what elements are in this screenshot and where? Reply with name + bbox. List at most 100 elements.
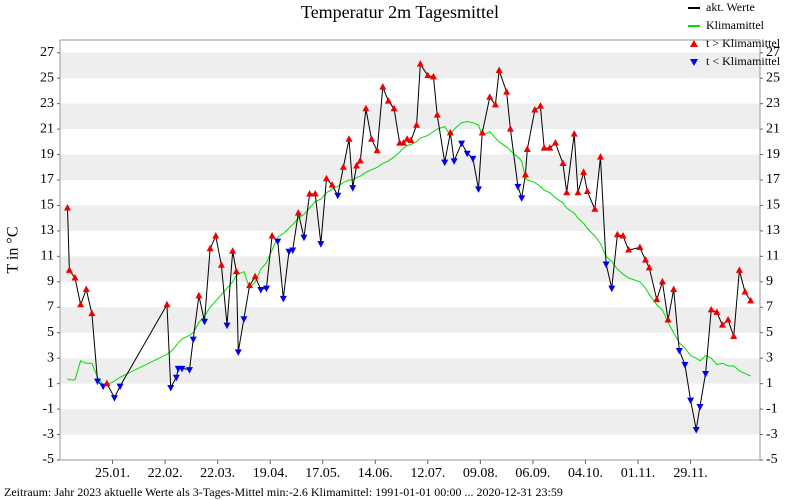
y2-tick-label: 9 bbox=[766, 274, 773, 289]
y2-tick-label: 5 bbox=[766, 325, 773, 340]
marker-above bbox=[403, 135, 411, 142]
legend-swatch bbox=[690, 59, 698, 66]
marker-below bbox=[469, 155, 477, 163]
marker-above bbox=[591, 205, 599, 212]
marker-below bbox=[167, 384, 175, 392]
marker-above bbox=[217, 261, 225, 268]
marker-below bbox=[94, 378, 102, 386]
marker-above bbox=[636, 243, 644, 250]
x-tick-label: 01.11. bbox=[621, 466, 655, 481]
marker-below bbox=[257, 286, 265, 294]
marker-above bbox=[368, 135, 376, 142]
marker-above bbox=[658, 277, 666, 285]
y-tick-label: 17 bbox=[40, 172, 54, 187]
marker-below bbox=[514, 183, 522, 191]
y2-tick-label: -1 bbox=[766, 401, 778, 416]
marker-above bbox=[268, 232, 276, 239]
marker-below bbox=[172, 374, 180, 382]
marker-above bbox=[379, 83, 387, 90]
y2-tick-label: 3 bbox=[766, 350, 773, 365]
y2-tick-label: 17 bbox=[766, 172, 780, 187]
y-tick-label: 19 bbox=[40, 147, 54, 162]
y2-tick-label: -5 bbox=[766, 452, 778, 467]
marker-above bbox=[195, 291, 203, 299]
marker-below bbox=[262, 285, 270, 293]
y-tick-label: 23 bbox=[40, 96, 54, 111]
y-tick-label: 13 bbox=[40, 223, 54, 238]
marker-above bbox=[718, 321, 726, 328]
marker-below bbox=[116, 383, 124, 391]
x-tick-label: 17.05. bbox=[305, 466, 340, 481]
legend-label: Klimamittel bbox=[706, 18, 765, 32]
marker-below bbox=[279, 295, 287, 303]
marker-above bbox=[294, 209, 302, 216]
x-tick-label: 22.03. bbox=[200, 466, 235, 481]
marker-above bbox=[251, 272, 259, 280]
marker-above bbox=[491, 100, 499, 108]
y-tick-label: 21 bbox=[40, 121, 54, 136]
marker-above bbox=[642, 256, 650, 263]
marker-below bbox=[463, 150, 471, 158]
climate-line bbox=[67, 120, 751, 386]
marker-below bbox=[474, 186, 482, 193]
y2-tick-label: 19 bbox=[766, 147, 780, 162]
x-tick-label: 14.06. bbox=[358, 466, 393, 481]
marker-above bbox=[521, 170, 529, 178]
marker-below bbox=[702, 370, 710, 378]
marker-above bbox=[399, 139, 407, 146]
y2-tick-label: 25 bbox=[766, 70, 780, 85]
marker-above bbox=[345, 135, 353, 142]
x-tick-label: 22.02. bbox=[148, 466, 183, 481]
marker-above bbox=[71, 274, 79, 281]
legend-swatch bbox=[690, 40, 698, 47]
marker-above bbox=[503, 88, 511, 95]
marker-above bbox=[596, 153, 604, 160]
marker-above bbox=[306, 190, 314, 197]
marker-above bbox=[625, 246, 633, 253]
marker-above bbox=[531, 106, 539, 113]
marker-below bbox=[349, 185, 357, 192]
marker-above bbox=[322, 174, 330, 182]
marker-above bbox=[163, 300, 171, 308]
x-tick-label: 12.07. bbox=[410, 466, 445, 481]
marker-above bbox=[373, 146, 381, 154]
marker-above bbox=[82, 285, 90, 292]
x-tick-label: 04.10. bbox=[568, 466, 603, 481]
grid-band bbox=[60, 205, 760, 231]
y2-tick-label: 21 bbox=[766, 121, 780, 136]
marker-above bbox=[495, 66, 503, 74]
marker-below bbox=[675, 348, 683, 355]
y2-tick-label: 15 bbox=[766, 198, 780, 213]
marker-above bbox=[546, 144, 554, 151]
marker-above bbox=[64, 204, 72, 211]
marker-above bbox=[212, 232, 220, 239]
x-tick-label: 19.04. bbox=[253, 466, 288, 481]
marker-above bbox=[65, 266, 73, 273]
marker-above bbox=[540, 144, 548, 151]
marker-above bbox=[580, 168, 588, 175]
chart-title: Temperatur 2m Tagesmittel bbox=[301, 2, 499, 22]
y-tick-label: 5 bbox=[47, 325, 54, 340]
marker-above bbox=[653, 295, 661, 303]
marker-above bbox=[232, 267, 240, 275]
legend-label: akt. Werte bbox=[706, 0, 755, 14]
marker-above bbox=[713, 308, 721, 315]
marker-above bbox=[246, 281, 254, 289]
marker-above bbox=[506, 125, 514, 132]
marker-below bbox=[240, 316, 248, 323]
legend-label: t < Klimamittel bbox=[706, 54, 781, 68]
marker-below bbox=[185, 367, 193, 374]
marker-above bbox=[724, 316, 732, 323]
marker-above bbox=[362, 104, 370, 112]
marker-above bbox=[574, 188, 582, 196]
x-tick-label: 29.11. bbox=[673, 466, 707, 481]
marker-below bbox=[687, 397, 695, 405]
marker-above bbox=[486, 93, 494, 100]
marker-above bbox=[206, 244, 214, 252]
marker-above bbox=[384, 97, 392, 104]
y-axis-label: T in °C bbox=[5, 227, 22, 274]
grid-band bbox=[60, 358, 760, 384]
marker-above bbox=[730, 332, 738, 340]
marker-below bbox=[189, 336, 197, 344]
